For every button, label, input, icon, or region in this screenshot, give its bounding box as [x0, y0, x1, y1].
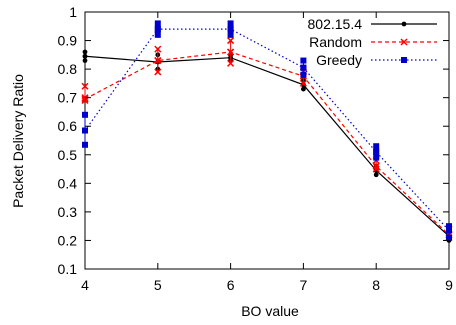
y-tick-label: 1 [69, 4, 77, 20]
series-sample-point [154, 45, 162, 53]
series-mean-point [81, 95, 89, 103]
series-sample-point [82, 49, 88, 55]
series-sample-point [446, 234, 452, 241]
y-tick-label: 0.2 [58, 232, 78, 248]
y-tick-label: 0.4 [58, 175, 78, 191]
series-sample-point [373, 154, 380, 161]
y-axis-ticks: 0.1 0.2 0.3 0.4 0.5 0.6 0.7 0.8 0.9 1 [58, 4, 449, 277]
y-axis-title: Packet Delivery Ratio [10, 74, 26, 208]
legend-label: Greedy [316, 52, 362, 68]
series-sample-point [372, 165, 380, 173]
series-sample-point [299, 79, 307, 87]
y-tick-label: 0.7 [58, 90, 78, 106]
y-tick-label: 0.5 [58, 147, 78, 163]
series-layer [81, 20, 453, 243]
series-mean-point [227, 26, 234, 33]
series-random [81, 37, 453, 242]
legend-swatch-marker [401, 21, 407, 27]
series-sample-point [154, 68, 162, 76]
legend-item-greedy: Greedy [316, 52, 437, 68]
series-mean-point [446, 227, 452, 234]
series-mean-point [372, 162, 380, 170]
series-sample-point [227, 37, 235, 45]
x-tick-label: 6 [227, 277, 235, 293]
series-802-15-4 [82, 49, 452, 243]
series-sample-point [373, 172, 379, 178]
series-line [84, 28, 450, 231]
series-sample-point [81, 82, 89, 90]
series-sample-point [154, 20, 161, 27]
legend-label: Random [309, 34, 362, 50]
legend-label: 802.15.4 [308, 16, 363, 32]
x-tick-label: 9 [445, 277, 453, 293]
series-sample-point [227, 31, 234, 38]
series-sample-point [446, 223, 452, 230]
series-mean-point [373, 148, 380, 155]
legend-swatch-marker [400, 38, 408, 46]
series-sample-point [82, 141, 88, 148]
series-mean-point [154, 26, 161, 33]
series-sample-point [373, 143, 380, 150]
series-sample-point [300, 57, 307, 64]
series-mean-point [82, 127, 88, 134]
series-sample-point [300, 71, 307, 78]
x-tick-label: 4 [81, 277, 89, 293]
series-sample-point [227, 20, 234, 27]
series-mean-point [227, 48, 235, 56]
plot-area-border [84, 11, 450, 270]
x-tick-label: 5 [154, 277, 162, 293]
series-line [84, 51, 450, 236]
x-axis-ticks: 4 5 6 7 8 9 [81, 12, 453, 293]
series-sample-point [82, 111, 88, 118]
series-sample-point [154, 31, 161, 38]
series-greedy [82, 20, 452, 241]
series-sample-point [301, 86, 306, 92]
y-tick-label: 0.9 [58, 33, 78, 49]
series-mean-point [300, 64, 307, 71]
x-tick-label: 8 [372, 277, 380, 293]
x-tick-label: 7 [300, 277, 308, 293]
y-tick-label: 0.1 [58, 261, 78, 277]
x-axis-title: BO value [241, 303, 299, 319]
series-sample-point [82, 58, 88, 63]
legend-swatch-marker [401, 57, 407, 63]
series-mean-point [82, 53, 88, 59]
legend: 802.15.4 Random Greedy [308, 16, 437, 68]
legend-item-802-15-4: 802.15.4 [308, 16, 437, 32]
series-sample-point [227, 59, 235, 67]
plot-frame [84, 11, 450, 270]
series-line [84, 55, 450, 237]
y-tick-label: 0.3 [58, 204, 78, 220]
legend-item-random: Random [309, 34, 437, 50]
y-tick-label: 0.8 [58, 61, 78, 77]
y-tick-label: 0.6 [58, 118, 78, 134]
series-mean-point [154, 57, 162, 65]
